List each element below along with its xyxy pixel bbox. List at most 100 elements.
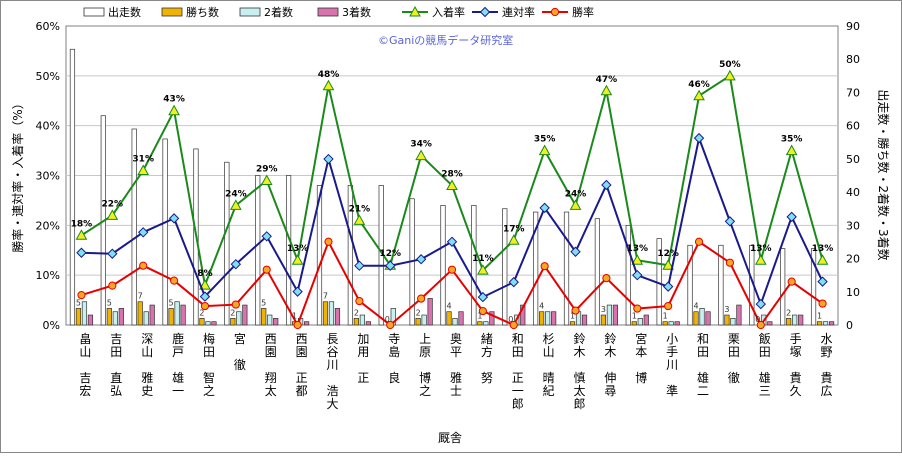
pct-label: 35% xyxy=(534,135,556,145)
point-連対率 xyxy=(230,258,242,270)
x-tick-char: 尋 xyxy=(604,384,616,398)
x-tick-char: 加 xyxy=(357,332,369,346)
x-tick-char xyxy=(357,358,369,372)
point-連対率 xyxy=(323,153,334,165)
x-tick-char: 島 xyxy=(388,344,400,359)
point-連対率 xyxy=(570,246,581,257)
y-tick-left: 50% xyxy=(36,70,60,83)
x-tick-char xyxy=(821,358,833,372)
point-入着率 xyxy=(446,179,458,190)
pct-label: 11% xyxy=(472,254,494,264)
x-tick-char: 畠 xyxy=(79,331,91,346)
bar-出走数 xyxy=(162,138,168,326)
point-連対率 xyxy=(107,248,118,259)
bar-出走数 xyxy=(286,175,292,326)
pct-label: 47% xyxy=(596,75,618,85)
x-tick-char: 久 xyxy=(790,384,802,398)
bar-出走数 xyxy=(810,248,817,326)
win-count-label: 2 xyxy=(354,308,359,317)
point-入着率 xyxy=(600,84,613,96)
x-tick-char: 用 xyxy=(357,345,369,359)
x-tick-label: 水野 貴広 xyxy=(821,332,833,398)
x-tick-char: 雅 xyxy=(450,370,462,385)
x-tick-char: 鈴 xyxy=(574,331,586,346)
bar-3着数 xyxy=(551,311,557,326)
y-tick-left: 40% xyxy=(36,120,60,133)
win-count-label: 4 xyxy=(693,302,698,311)
x-tick-label: 加用 正 xyxy=(357,332,369,385)
x-tick-char: 手 xyxy=(666,345,678,359)
legend-swatch xyxy=(317,7,339,17)
x-tick-char: 園 xyxy=(296,345,308,359)
bar-勝ち数 xyxy=(693,311,699,326)
x-tick-char: 浩 xyxy=(326,384,338,398)
point-入着率 xyxy=(137,164,150,176)
x-tick-label: 宮 徹 xyxy=(234,331,246,372)
y-tick-left: 0% xyxy=(43,319,60,332)
bar-2着数 xyxy=(328,301,335,326)
bar-2着数 xyxy=(112,311,118,326)
x-tick-char xyxy=(697,358,709,372)
y-tick-right: 60 xyxy=(846,120,860,133)
bar-勝ち数 xyxy=(168,308,174,326)
point-勝率 xyxy=(231,300,240,309)
axes-group: 0%10%20%30%40%50%60%0102030405060708090畠… xyxy=(36,20,860,411)
bar-出走数 xyxy=(69,48,76,326)
bar-3着数 xyxy=(334,308,341,326)
x-axis-label: 厩舎 xyxy=(438,431,462,445)
legend-marker xyxy=(479,6,491,18)
win-count-label: 2 xyxy=(230,308,235,317)
x-tick-label: 和田 雄二 xyxy=(697,332,709,398)
y-tick-left: 20% xyxy=(36,219,60,232)
bar-3着数 xyxy=(211,321,217,326)
legend-swatch xyxy=(239,7,261,17)
point-連対率 xyxy=(601,179,612,191)
point-勝率 xyxy=(293,320,302,330)
x-tick-char: 伸 xyxy=(604,371,616,385)
x-tick-label: 緒方 努 xyxy=(481,331,493,385)
win-count-label: 4 xyxy=(446,302,451,311)
point-連対率 xyxy=(354,260,365,271)
x-tick-label: 畠山 吉宏 xyxy=(79,331,91,398)
bar-勝ち数 xyxy=(199,318,205,326)
win-count-label: 1 xyxy=(477,312,482,321)
line-series-group xyxy=(75,69,829,330)
x-tick-label: 深山 雅史 xyxy=(141,332,153,398)
bar-勝ち数 xyxy=(631,321,637,326)
bar-3着数 xyxy=(643,314,649,326)
x-tick-label: 吉田 直弘 xyxy=(110,332,122,398)
x-tick-char: 本 xyxy=(635,345,647,359)
x-tick-char: 史 xyxy=(141,384,153,398)
bar-3着数 xyxy=(581,314,588,326)
pct-label: 34% xyxy=(410,140,432,150)
point-勝率 xyxy=(355,296,364,306)
x-tick-char: 吉 xyxy=(79,371,91,385)
x-tick-label: 上原 博之 xyxy=(419,332,431,398)
pct-label: 48% xyxy=(318,70,340,80)
point-入着率 xyxy=(662,259,675,270)
legend-label: 勝率 xyxy=(572,5,594,19)
win-count-label: 5 xyxy=(107,298,112,307)
x-tick-char: 徹 xyxy=(728,370,740,385)
point-連対率 xyxy=(385,260,396,271)
x-tick-char xyxy=(79,358,91,372)
x-tick-char: 飯 xyxy=(759,331,771,346)
point-連対率 xyxy=(632,269,643,281)
x-tick-char xyxy=(388,358,400,372)
bar-2着数 xyxy=(606,304,613,326)
bar-2着数 xyxy=(143,311,149,326)
point-勝率 xyxy=(200,301,210,311)
bar-2着数 xyxy=(81,301,88,326)
win-count-label: 7 xyxy=(323,292,328,301)
x-tick-label: 長谷川 浩大 xyxy=(326,332,338,411)
win-count-label: 5 xyxy=(76,298,81,307)
x-tick-char xyxy=(728,358,740,372)
x-tick-char: 塚 xyxy=(790,345,802,359)
x-tick-char: 緒 xyxy=(481,331,493,346)
x-tick-char: 田 xyxy=(512,345,524,359)
bar-勝ち数 xyxy=(569,321,576,326)
pct-label: 43% xyxy=(163,95,185,105)
x-tick-char: 水 xyxy=(821,332,833,346)
point-入着率 xyxy=(291,254,304,265)
bar-3着数 xyxy=(828,321,835,326)
